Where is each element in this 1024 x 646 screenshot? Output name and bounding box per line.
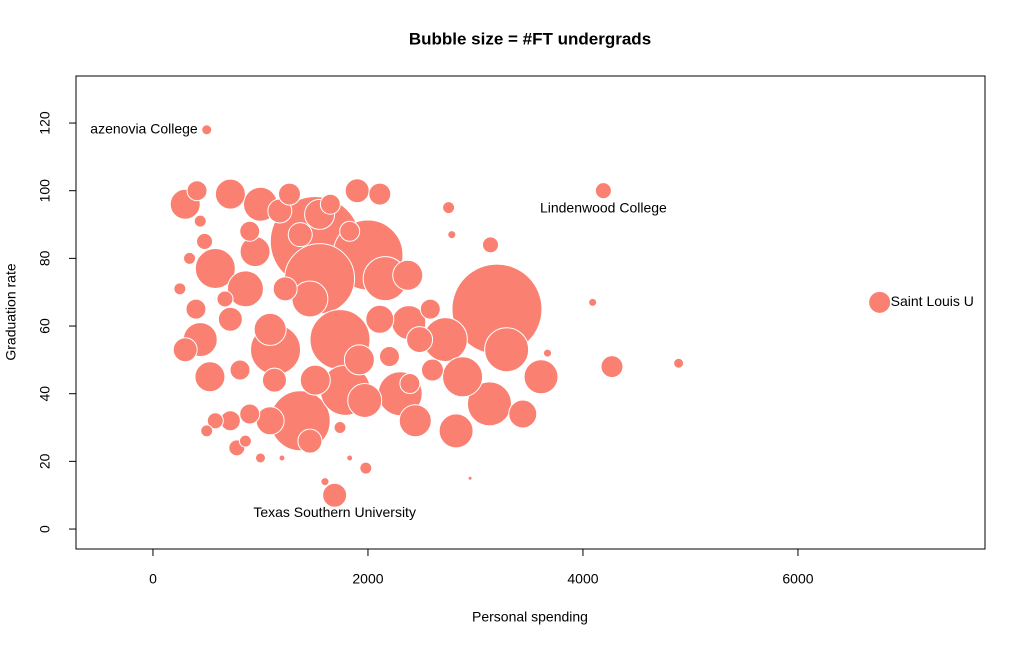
bubble — [261, 367, 287, 393]
point-label: Lindenwood College — [540, 199, 667, 215]
y-tick-label: 100 — [37, 179, 53, 203]
y-tick-label: 80 — [37, 250, 53, 266]
bubble — [447, 230, 457, 240]
bubble — [217, 306, 243, 332]
bubble — [508, 399, 538, 429]
x-axis-label: Personal spending — [472, 609, 588, 625]
bubble — [320, 477, 330, 487]
bubble — [278, 454, 286, 462]
x-tick-label: 6000 — [782, 571, 813, 587]
bubble — [442, 201, 456, 215]
bubble — [200, 424, 214, 438]
bubble — [238, 434, 252, 448]
point-label: azenovia College — [90, 120, 198, 136]
bubble — [214, 178, 246, 210]
bubble — [398, 404, 432, 438]
bubble — [523, 359, 559, 395]
bubble — [193, 214, 207, 228]
y-tick-label: 40 — [37, 386, 53, 402]
bubble — [481, 236, 500, 254]
bubble — [347, 382, 383, 418]
bubble — [467, 475, 473, 481]
bubble — [419, 298, 441, 320]
bubble — [868, 290, 892, 314]
bubble — [173, 282, 187, 296]
bubble — [186, 180, 208, 202]
bubble — [346, 454, 354, 462]
bubble — [343, 344, 375, 376]
bubble — [484, 327, 530, 373]
bubble — [542, 348, 553, 358]
y-tick-label: 120 — [37, 111, 53, 135]
bubble — [406, 326, 434, 354]
bubble — [172, 337, 198, 363]
bubble — [216, 290, 234, 308]
bubble — [368, 182, 392, 206]
bubble — [287, 222, 313, 248]
bubble — [226, 270, 264, 308]
chart-title: Bubble size = #FT undergrads — [409, 29, 651, 48]
bubble — [255, 406, 285, 436]
bubble — [185, 298, 207, 320]
bubble — [365, 304, 395, 334]
bubble — [229, 359, 251, 381]
bubble — [378, 345, 400, 367]
x-tick-label: 4000 — [567, 571, 598, 587]
bubble — [239, 236, 271, 268]
bubble — [420, 358, 444, 382]
bubble — [253, 312, 287, 346]
bubble — [196, 232, 214, 250]
bubble — [344, 178, 370, 204]
bubble — [339, 220, 361, 242]
x-tick-label: 0 — [149, 571, 157, 587]
bubble — [600, 355, 624, 379]
bubble — [183, 251, 197, 265]
bubble — [673, 357, 685, 369]
bubble — [594, 182, 612, 200]
bubble — [399, 373, 421, 395]
x-tick-label: 2000 — [352, 571, 383, 587]
bubble — [438, 413, 474, 449]
bubble — [299, 364, 331, 396]
bubble — [297, 428, 323, 454]
bubble — [239, 220, 261, 242]
point-label: Saint Louis U — [891, 293, 974, 309]
y-tick-label: 20 — [37, 453, 53, 469]
bubble — [277, 182, 301, 206]
bubble — [588, 297, 598, 307]
bubble — [466, 381, 512, 427]
bubble — [254, 452, 266, 464]
y-tick-label: 60 — [37, 318, 53, 334]
bubble — [239, 403, 261, 425]
bubble — [333, 421, 347, 435]
y-axis-label: Graduation rate — [3, 263, 19, 360]
point-label: Texas Southern University — [253, 504, 416, 520]
bubble — [392, 259, 424, 291]
bubble — [206, 412, 224, 430]
bubble — [442, 356, 484, 398]
bubble — [272, 276, 298, 302]
plot-area — [169, 124, 892, 508]
bubble — [322, 482, 348, 508]
y-tick-label: 0 — [37, 525, 53, 533]
bubble — [194, 248, 236, 290]
bubble — [194, 361, 226, 393]
bubble — [201, 124, 213, 136]
bubble — [359, 461, 373, 475]
bubble — [319, 193, 341, 215]
